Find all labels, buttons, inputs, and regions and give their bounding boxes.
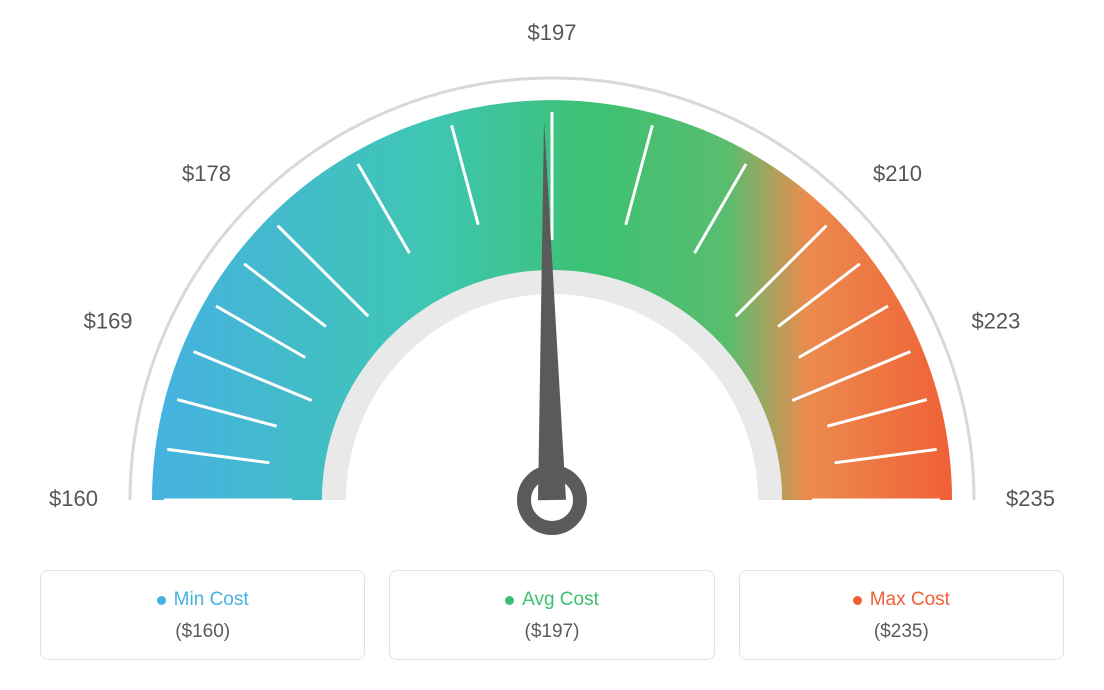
avg-cost-value: ($197) bbox=[390, 621, 713, 643]
gauge-tick-label: $210 bbox=[873, 161, 922, 186]
avg-cost-box: Avg Cost ($197) bbox=[389, 570, 714, 660]
gauge-chart: $160 $169 $178 $197 $210 $223 $235 bbox=[0, 0, 1104, 560]
gauge-tick-label: $160 bbox=[49, 486, 98, 511]
min-cost-value: ($160) bbox=[41, 621, 364, 643]
chart-container: $160 $169 $178 $197 $210 $223 $235 Min Cost ($… bbox=[0, 0, 1104, 690]
gauge-tick-label: $197 bbox=[528, 20, 577, 45]
gauge-tick-label: $178 bbox=[182, 161, 231, 186]
max-cost-box: Max Cost ($235) bbox=[739, 570, 1064, 660]
max-dot-icon bbox=[853, 596, 862, 605]
avg-dot-icon bbox=[505, 596, 514, 605]
gauge-tick-label: $223 bbox=[971, 308, 1020, 333]
max-cost-value: ($235) bbox=[740, 621, 1063, 643]
avg-cost-label: Avg Cost bbox=[505, 589, 599, 611]
min-cost-box: Min Cost ($160) bbox=[40, 570, 365, 660]
gauge-tick-label: $169 bbox=[84, 308, 133, 333]
summary-row: Min Cost ($160) Avg Cost ($197) Max Cost… bbox=[40, 570, 1064, 660]
gauge-tick-label: $235 bbox=[1006, 486, 1055, 511]
gauge-svg: $160 $169 $178 $197 $210 $223 $235 bbox=[0, 0, 1104, 560]
min-label-text: Min Cost bbox=[174, 589, 249, 611]
avg-label-text: Avg Cost bbox=[522, 589, 599, 611]
min-dot-icon bbox=[157, 596, 166, 605]
max-label-text: Max Cost bbox=[870, 589, 950, 611]
min-cost-label: Min Cost bbox=[157, 589, 249, 611]
max-cost-label: Max Cost bbox=[853, 589, 950, 611]
